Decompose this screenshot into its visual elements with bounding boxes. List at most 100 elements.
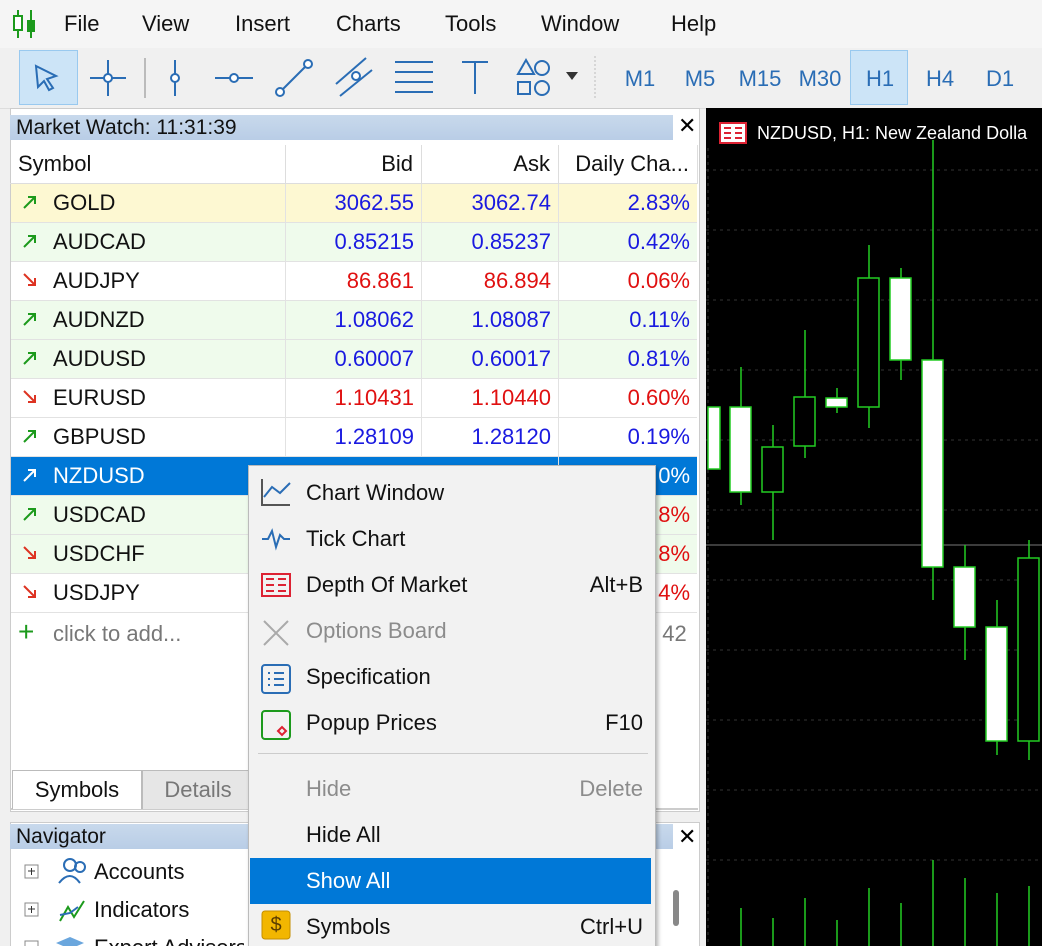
price-cell: 0.60017 [421,340,551,378]
context-menu-item: Hide [306,776,352,801]
symbol-name: GBPUSD [53,424,146,449]
price-cell: 0.60% [558,379,690,417]
symbol-name: USDCAD [53,502,146,527]
timeframe-button[interactable]: H1 [865,66,895,91]
symbol-name: USDJPY [53,580,140,605]
context-menu-item[interactable]: Specification [306,664,431,689]
price-cell: 0.42% [558,223,690,261]
symbol-name: NZDUSD [53,463,145,488]
context-menu-item[interactable]: Tick Chart [306,526,406,551]
price-cell: 0.85215 [285,223,414,261]
menu-item[interactable]: Window [541,11,620,36]
timeframe-button[interactable]: M1 [624,66,656,91]
menu-separator [258,753,648,754]
menu-shortcut: Ctrl+U [580,914,643,939]
symbol-count: / 42 [650,621,687,646]
menu-item[interactable]: View [142,11,190,36]
chart-window [706,108,1042,946]
symbol-name: AUDCAD [53,229,146,254]
price-cell: 0.60007 [285,340,414,378]
column-header[interactable]: Symbol [10,145,286,184]
menu-shortcut: Delete [579,776,643,801]
symbol-name: AUDNZD [53,307,145,332]
app-icon [13,10,35,38]
trend-arrow [23,546,36,559]
symbol-name: AUDUSD [53,346,146,371]
chart-icon [719,122,747,144]
navigator-item[interactable]: Expert Advisors [94,929,244,946]
column-header[interactable]: Ask [421,145,559,184]
timeframe-button[interactable]: M15 [738,66,782,91]
price-cell: 0.85237 [421,223,551,261]
symbol-name: GOLD [53,190,116,215]
close-button[interactable]: ✕ [678,824,697,849]
table-row[interactable] [11,184,697,223]
trend-arrow [23,508,36,521]
trend-arrow [23,273,36,286]
price-cell: 0.11% [558,301,690,339]
table-row[interactable] [11,262,697,301]
context-menu-item: Options Board [306,618,447,643]
trend-arrow [23,585,36,598]
context-menu-item[interactable]: Depth Of Market [306,572,468,597]
navigator-item[interactable]: Accounts [94,859,185,884]
menu-item[interactable]: Tools [445,11,497,36]
context-menu-item[interactable]: Hide All [306,822,381,847]
table-row[interactable] [11,340,697,379]
table-row[interactable] [11,418,697,457]
menu-bar [0,0,1042,48]
price-cell: 1.28120 [421,418,551,456]
timeframe-button[interactable]: M30 [798,66,842,91]
trend-arrow [23,196,36,209]
candles [706,140,1042,946]
menu-highlight [250,858,651,904]
menu-item[interactable]: Help [671,11,717,36]
symbol-name: AUDJPY [53,268,140,293]
timeframe-button[interactable]: H4 [925,66,955,91]
price-cell: 0.06% [558,262,690,300]
price-cell: 1.10440 [421,379,551,417]
price-cell: 86.894 [421,262,551,300]
menu-shortcut: Alt+B [589,572,643,597]
price-cell: 1.10431 [285,379,414,417]
trend-arrow [23,430,36,443]
symbol-name: USDCHF [53,541,145,566]
timeframe-button[interactable]: D1 [985,66,1015,91]
table-row[interactable] [11,379,697,418]
table-row[interactable] [11,301,697,340]
price-cell: 3062.55 [285,184,414,222]
menu-item[interactable]: Charts [336,11,401,36]
price-cell: 0.81% [558,340,690,378]
context-menu-item[interactable]: Popup Prices [306,710,437,735]
chart-title: NZDUSD, H1: New Zealand Dolla [757,123,1028,143]
price-cell: 8% [558,496,690,534]
table-row[interactable] [11,223,697,262]
menu-item[interactable]: File [64,11,100,36]
trend-arrow [23,235,36,248]
context-menu-item[interactable]: Symbols [306,914,391,939]
column-header[interactable]: Daily Cha... [558,145,698,184]
tab[interactable]: Symbols [12,770,142,809]
trend-arrow [23,352,36,365]
add-symbol[interactable]: click to add... [53,621,182,646]
symbol-name: EURUSD [53,385,146,410]
price-cell: 1.28109 [285,418,414,456]
navigator-item[interactable]: Indicators [94,897,190,922]
context-menu-item[interactable]: Show All [306,868,391,893]
tab[interactable]: Details [142,770,254,809]
context-menu-item[interactable]: Chart Window [306,480,445,505]
menu-item[interactable]: Insert [235,11,291,36]
price-cell: 3062.74 [421,184,551,222]
close-button[interactable]: ✕ [678,113,697,138]
price-cell: 0.19% [558,418,690,456]
menu-icons: $ [261,479,291,940]
trend-arrow [23,469,36,482]
drawing-tools [34,56,596,100]
scroll-thumb[interactable] [673,890,679,926]
column-header[interactable]: Bid [285,145,422,184]
trend-arrow [23,313,36,326]
svg-text:$: $ [270,914,281,936]
price-cell: 1.08087 [421,301,551,339]
timeframe-button[interactable]: M5 [684,66,716,91]
